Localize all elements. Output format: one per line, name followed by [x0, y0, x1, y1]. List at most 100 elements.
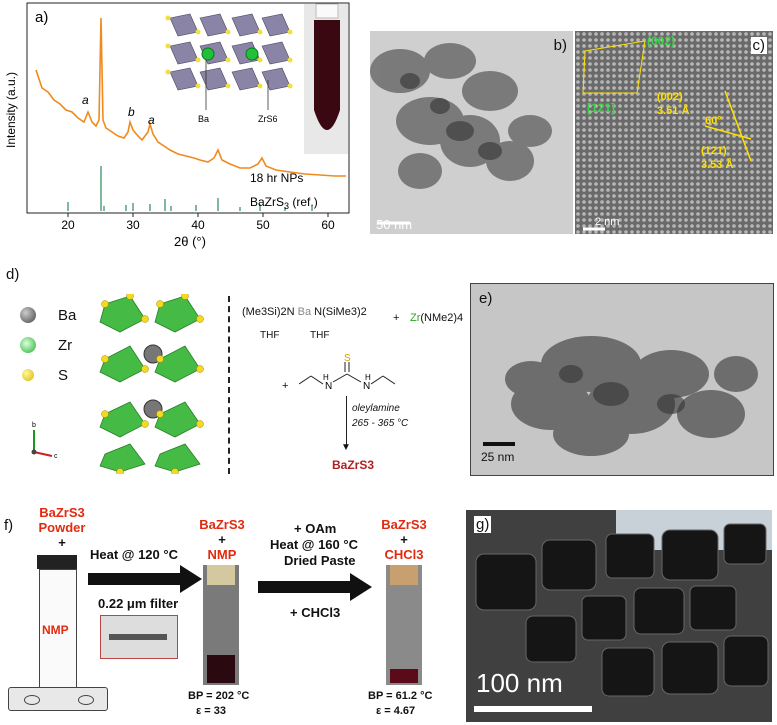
x-tick: 30	[126, 218, 140, 232]
vial-cap	[207, 565, 235, 585]
series-np-label: 18 hr NPs	[250, 171, 303, 185]
panel-label: f)	[4, 517, 14, 534]
panel-label: d)	[6, 266, 20, 283]
reagent-text: N(SiMe3)2	[314, 306, 367, 318]
arrow-head-icon: ▼	[341, 442, 351, 453]
axes-indicator: b c	[31, 422, 58, 460]
d-spacing-002: 3.51 Å	[657, 105, 690, 117]
sulfur-label: S	[344, 353, 351, 364]
step1-filter: 0.22 μm filter	[98, 596, 179, 611]
peak-label: a	[148, 113, 155, 127]
legend-label: Ba	[58, 306, 77, 324]
atom-legend: Ba Zr S	[20, 300, 76, 390]
plus-sign: +	[282, 380, 289, 392]
mid-text: BaZrS3	[199, 517, 245, 532]
vial-cap	[390, 565, 418, 585]
crystal-inset: Ba ZrS6	[160, 12, 300, 124]
hydrogen-label: H	[365, 373, 371, 382]
legend-label: Zr	[58, 336, 73, 354]
panel-label: b)	[553, 37, 567, 54]
vial-2-photo	[203, 565, 239, 685]
vial-label: NMP	[42, 623, 69, 637]
step2-chcl3: + CHCl3	[290, 605, 341, 620]
vial-photo	[304, 3, 348, 154]
end-bp: BP = 61.2 °C	[368, 690, 433, 702]
np-pattern	[35, 17, 346, 177]
inset-zrs6-label: ZrS6	[258, 114, 278, 124]
panel-f: f) BaZrS3 Powder + NMP Heat @ 120 °C 0.2…	[0, 505, 462, 725]
hrtem-lattice	[575, 31, 773, 234]
x-tick: 60	[321, 218, 335, 232]
mid-material: BaZrS3 + NMP	[192, 517, 252, 562]
mid-text: NMP	[207, 547, 237, 562]
vial-cap	[37, 555, 77, 569]
vial-1	[39, 569, 77, 689]
s-atom-icon	[22, 369, 34, 381]
x-tick: 40	[191, 218, 205, 232]
scale-bar-label: 100 nm	[476, 668, 563, 698]
nitrogen-label: N	[325, 381, 332, 392]
annotation-121-green: [121]	[587, 101, 616, 115]
product-label: BaZrS3	[332, 458, 375, 472]
panel-d: d) Ba Zr S b c	[0, 260, 463, 475]
annotation-002-green: (002)	[647, 34, 676, 48]
end-text: CHCl3	[384, 547, 424, 562]
reagent-zirconium-amide: Zr(NMe2)4	[410, 312, 463, 324]
thf-label: THF	[310, 330, 330, 341]
ref-pattern	[67, 166, 313, 211]
temperature-label: 265 - 365 °C	[352, 418, 409, 429]
legend-item: Ba	[20, 300, 76, 330]
axis-c-label: c	[54, 453, 58, 460]
end-text: BaZrS3	[381, 517, 427, 532]
mid-text: +	[218, 532, 226, 547]
ba-atom-icon	[20, 307, 36, 323]
syringe-photo	[100, 615, 178, 659]
end-text: +	[400, 532, 408, 547]
thf-label: THF	[260, 330, 280, 341]
legend-label: S	[58, 366, 69, 384]
dispersion-liquid	[207, 655, 235, 683]
peak-label: b	[128, 105, 135, 119]
x-tick: 20	[61, 218, 75, 232]
process-arrow-icon	[258, 573, 372, 601]
process-arrow-icon	[88, 565, 202, 593]
panel-e-tem-image: e) 25 nm	[470, 283, 774, 476]
start-text: Powder	[38, 520, 86, 535]
step2-dried: Dried Paste	[284, 553, 356, 568]
zr-atom-icon	[20, 337, 36, 353]
plot-frame	[26, 2, 350, 214]
nitrogen-label: N	[363, 381, 370, 392]
angle-label: 60°	[705, 115, 722, 127]
annotation-002-yellow: (002)	[657, 91, 683, 103]
panel-label: c)	[750, 37, 767, 54]
legend-item: Zr	[20, 330, 76, 360]
panel-a: 20 30 40 50 60 2θ (°) Intensity (a.u.) a…	[0, 0, 360, 250]
reagent-barium-amide: (Me3Si)2N Ba N(SiMe3)2	[242, 306, 367, 318]
reagent-text: (Me3Si)2N	[242, 306, 295, 318]
end-epsilon: ε = 4.67	[376, 705, 416, 717]
solvent-label: oleylamine	[352, 403, 400, 414]
d-spacing-121: 3.53 Å	[701, 159, 734, 171]
panel-label: e)	[479, 290, 493, 307]
step2-heat: Heat @ 160 °C	[270, 537, 358, 552]
tem-particles	[471, 284, 773, 475]
end-material: BaZrS3 + CHCl3	[374, 517, 434, 562]
hydrogen-label: H	[323, 373, 329, 382]
plus-sign: +	[393, 312, 400, 324]
mid-bp: BP = 202 °C	[188, 690, 250, 702]
reagent-text: Ba	[297, 306, 312, 318]
panel-g-tem-image: g) 100 nm	[466, 510, 772, 722]
start-text: +	[58, 535, 66, 550]
mid-epsilon: ε = 33	[196, 705, 226, 717]
panel-label: g)	[474, 516, 492, 533]
crystal-structure	[99, 294, 204, 474]
syringe-icon	[109, 634, 167, 640]
reaction-arrow	[346, 396, 347, 448]
x-tick: 50	[256, 218, 270, 232]
annotation-121-yellow: (121)	[701, 145, 727, 157]
step1-heat: Heat @ 120 °C	[90, 547, 178, 562]
panel-b-tem-image: b) 50 nm	[370, 31, 573, 234]
inset-ba-label: Ba	[198, 114, 209, 124]
panel-c-hrtem-image: c) (002) [121] (002) 3.51 Å 60° (121) 3.…	[575, 31, 773, 234]
scale-bar-label: 25 nm	[481, 450, 515, 464]
